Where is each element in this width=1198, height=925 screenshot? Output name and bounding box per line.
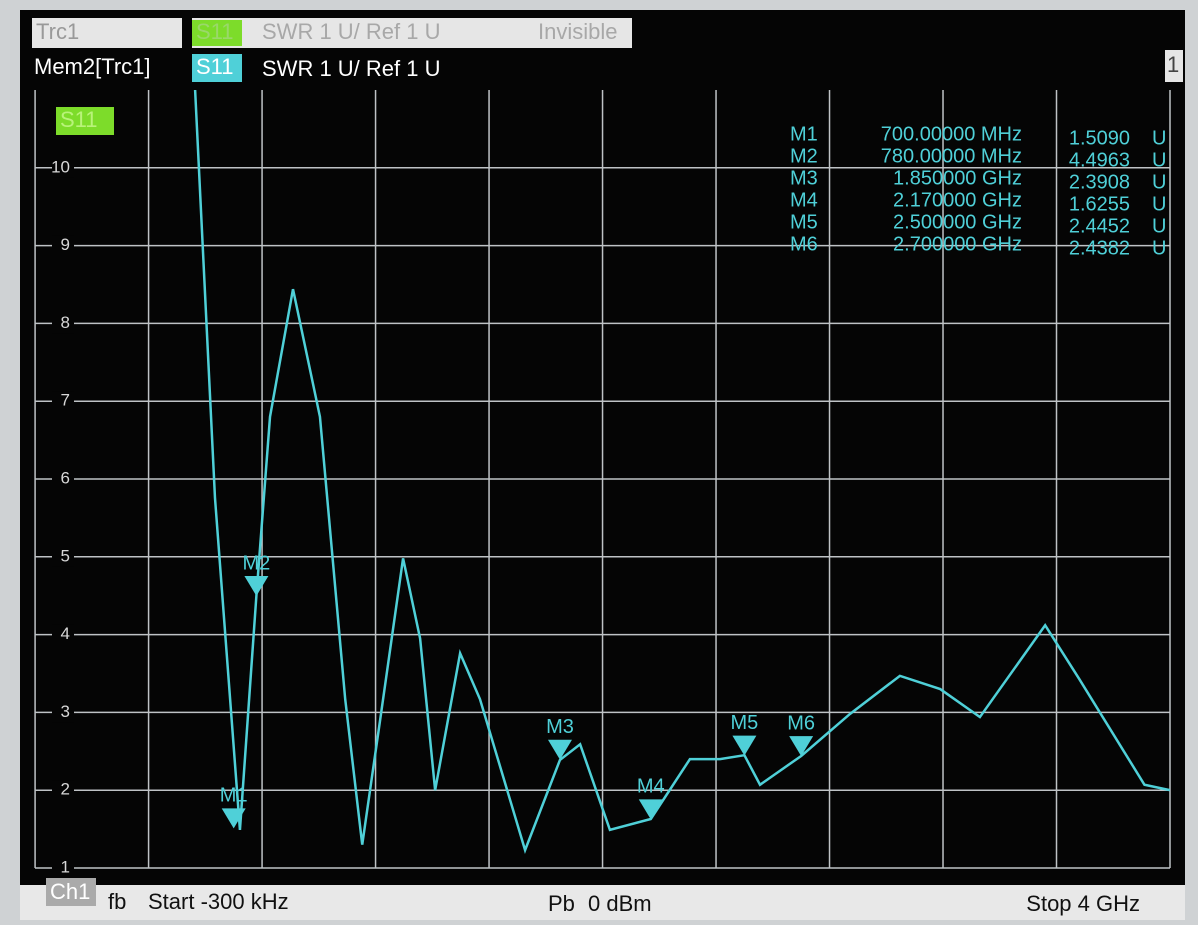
marker-label: M6 [787, 712, 815, 734]
param-chip [192, 54, 242, 82]
power: 0 dBm [588, 891, 652, 916]
y-tick-label: 5 [61, 546, 70, 565]
window-number: 1 [1167, 52, 1179, 77]
marker-unit: U [1152, 237, 1166, 259]
marker-unit: U [1152, 127, 1166, 149]
marker-triangle [244, 575, 269, 596]
marker-name: M4 [790, 189, 818, 211]
grid: 1 2 3 4 5 6 7 8 9 10 [34, 90, 1171, 878]
param-chip [192, 20, 242, 46]
channel-box [46, 878, 96, 906]
trc-box [32, 18, 182, 48]
marker-value: 2.4452 [1069, 215, 1130, 237]
y-tick-label: 4 [61, 624, 70, 643]
marker-triangle [638, 799, 663, 820]
y-tick-bg [52, 780, 74, 801]
trace-line [193, 90, 1170, 854]
format: SWR 1 U/ Ref 1 U [262, 19, 440, 44]
window-box [1165, 50, 1183, 82]
y-tick-label: 10 [51, 157, 70, 176]
markers: M1 M1 700.00000 MHz 1.5090 U M2 M2 780.00000 MH… [220, 123, 1166, 829]
channel: Ch1 [50, 879, 90, 904]
marker-label: M3 [546, 716, 574, 738]
trace-name: Trc1 [36, 19, 79, 44]
y-tick-label: 6 [61, 468, 70, 487]
marker-triangle [547, 739, 572, 760]
marker-value: 4.4963 [1069, 149, 1130, 171]
y-tick-label: 9 [61, 235, 70, 254]
marker-name: M6 [790, 233, 818, 255]
marker-frequency: 1.850000 GHz [893, 167, 1022, 189]
trc-format-box [192, 18, 632, 48]
param: S11 [196, 54, 234, 79]
marker-value: 1.5090 [1069, 127, 1130, 149]
trace-chip [56, 107, 114, 135]
state: Invisible [538, 19, 617, 44]
y-tick-label: 1 [61, 857, 70, 876]
marker-value: 1.6255 [1069, 193, 1130, 215]
marker-value: 2.3908 [1069, 171, 1130, 193]
y-tick-bg [52, 235, 74, 256]
stop: Stop 4 GHz [1026, 891, 1140, 916]
marker-triangle [732, 735, 757, 756]
marker-frequency: 780.00000 MHz [881, 145, 1022, 167]
format: SWR 1 U/ Ref 1 U [262, 56, 440, 81]
marker-label: M2 [242, 552, 270, 574]
y-tick-bg [52, 624, 74, 645]
sweep: fb [108, 889, 126, 914]
marker-label: M4 [637, 776, 665, 798]
marker-unit: U [1152, 149, 1166, 171]
marker-frequency: 2.170000 GHz [893, 189, 1022, 211]
marker-name: M5 [790, 211, 818, 233]
y-tick-bg [52, 157, 74, 178]
y-tick-bg [52, 858, 74, 878]
y-tick-label: 3 [61, 702, 70, 721]
start: Start -300 kHz [148, 889, 289, 914]
y-tick-bg [52, 313, 74, 334]
marker-name: M1 [790, 123, 818, 145]
param: S11 [196, 19, 234, 44]
marker-frequency: 2.700000 GHz [893, 233, 1022, 255]
footer-bg [20, 885, 1185, 920]
marker-unit: U [1152, 193, 1166, 215]
marker-triangle [789, 736, 814, 757]
marker-name: M2 [790, 145, 818, 167]
y-tick-bg [52, 546, 74, 567]
marker-unit: U [1152, 215, 1166, 237]
plot-area [193, 90, 1170, 854]
marker-name: M3 [790, 167, 818, 189]
power-label: Pb [548, 891, 575, 916]
marker-frequency: 2.500000 GHz [893, 211, 1022, 233]
y-tick-bg [52, 469, 74, 489]
marker-triangle [221, 808, 246, 829]
y-tick-label: 8 [61, 313, 70, 332]
marker-value: 2.4382 [1069, 237, 1130, 259]
marker-unit: U [1152, 171, 1166, 193]
y-tick-bg [52, 391, 74, 412]
trace-label: S11 [60, 107, 98, 132]
y-tick-label: 2 [61, 780, 70, 799]
y-tick-label: 7 [61, 391, 70, 410]
marker-frequency: 700.00000 MHz [881, 123, 1022, 145]
marker-label: M5 [731, 712, 759, 734]
marker-label: M1 [220, 785, 248, 807]
y-tick-bg [52, 702, 74, 723]
trace-name: Mem2[Trc1] [34, 54, 151, 79]
